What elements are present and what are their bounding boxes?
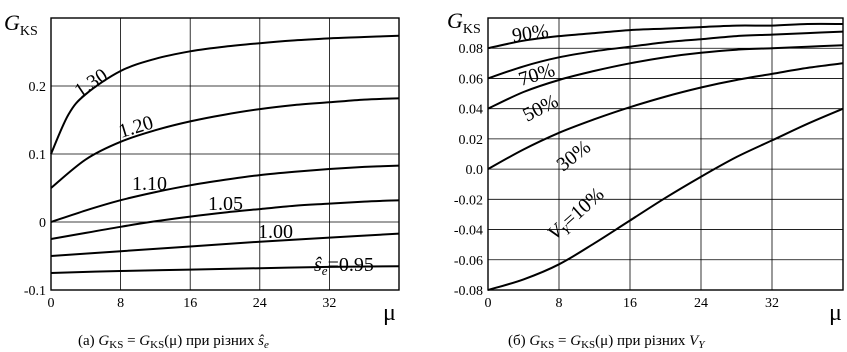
y-tick-label: -0.06	[454, 254, 483, 269]
y-tick-label: 0.02	[459, 133, 484, 148]
y-axis-label-b: GKS	[447, 8, 481, 37]
x-tick-label: 16	[623, 296, 637, 311]
series-line-0-1	[50, 97, 400, 189]
x-tick-label: 24	[694, 296, 708, 311]
curve-label-70: 70%	[516, 59, 558, 91]
y-tick-label: -0.1	[24, 284, 46, 299]
x-tick-label: 8	[117, 296, 124, 311]
plot-frame-b	[487, 17, 844, 291]
curve-label-1-10: 1.10	[132, 173, 167, 195]
x-tick-label: 16	[183, 296, 197, 311]
curve-label-50: 50%	[519, 90, 562, 126]
curve-label-1-20: 1.20	[116, 112, 156, 143]
x-axis-label-a: μ	[383, 300, 396, 326]
y-tick-label: -0.02	[454, 193, 483, 208]
caption-b: (б) GKS = GKS(μ) при різних VY	[508, 333, 706, 351]
curve-label-1-30: 1.30	[70, 64, 111, 102]
x-tick-label: 24	[253, 296, 267, 311]
y-axis-label-a: GKS	[4, 10, 38, 39]
x-axis-label-b: μ	[829, 300, 842, 326]
y-tick-label: 0.04	[459, 103, 484, 118]
chart-panel-b: -0.08-0.06-0.04-0.020.00.020.040.060.08 …	[447, 8, 844, 351]
curves-a	[50, 34, 400, 274]
y-tick-label: -0.04	[454, 224, 483, 239]
curve-label-90: 90%	[511, 20, 550, 47]
series-line-1-0	[487, 22, 844, 50]
x-tick-label: 8	[556, 296, 563, 311]
series-line-0-3	[50, 199, 400, 240]
y-tick-label: 0.2	[29, 80, 47, 95]
y-tick-label: 0.1	[29, 148, 47, 163]
series-line-0-4	[50, 232, 400, 257]
series-line-1-3	[487, 62, 844, 170]
caption-a: (a) GKS = GKS(μ) при різних ŝe	[78, 333, 269, 351]
curves-b	[487, 22, 844, 291]
grid-a	[50, 18, 399, 291]
y-tick-label: -0.08	[454, 284, 483, 299]
x-tick-label: 32	[765, 296, 779, 311]
y-tick-label: 0	[39, 216, 46, 231]
grid-b	[487, 18, 843, 291]
curve-label-1-00: 1.00	[258, 221, 293, 243]
series-line-0-5	[50, 265, 400, 274]
series-line-1-4	[487, 107, 844, 291]
curve-label-10: VY=10%	[544, 183, 610, 246]
series-line-1-2	[487, 44, 844, 110]
y-tick-label: 0.06	[459, 72, 484, 87]
x-tick-label: 32	[322, 296, 336, 311]
x-ticks-b: 0 8 16 24 32	[485, 296, 780, 311]
y-tick-label: 0.0	[466, 163, 484, 178]
series-line-1-1	[487, 30, 844, 80]
chart-panel-a: -0.100.10.2 0 8 16 24 32 GKS μ 1.30 1.20 1.1…	[4, 10, 400, 351]
y-ticks-b: -0.08 -0.06 -0.04 -0.02 0.0 0.02 0.04 0.06 0.08	[454, 42, 483, 299]
series-line-0-2	[50, 164, 400, 223]
curve-label-0-95: ŝe=0.95	[314, 254, 374, 278]
series-line-0-0	[50, 34, 400, 155]
x-tick-label: 0	[48, 296, 55, 311]
x-ticks-a: 0 8 16 24 32	[48, 296, 337, 311]
curve-label-1-05: 1.05	[208, 193, 243, 215]
y-ticks-a: -0.1 0 0.1 0.2	[24, 80, 46, 299]
x-tick-label: 0	[485, 296, 492, 311]
y-tick-label: 0.08	[459, 42, 484, 57]
plot-frame-a	[50, 17, 400, 291]
